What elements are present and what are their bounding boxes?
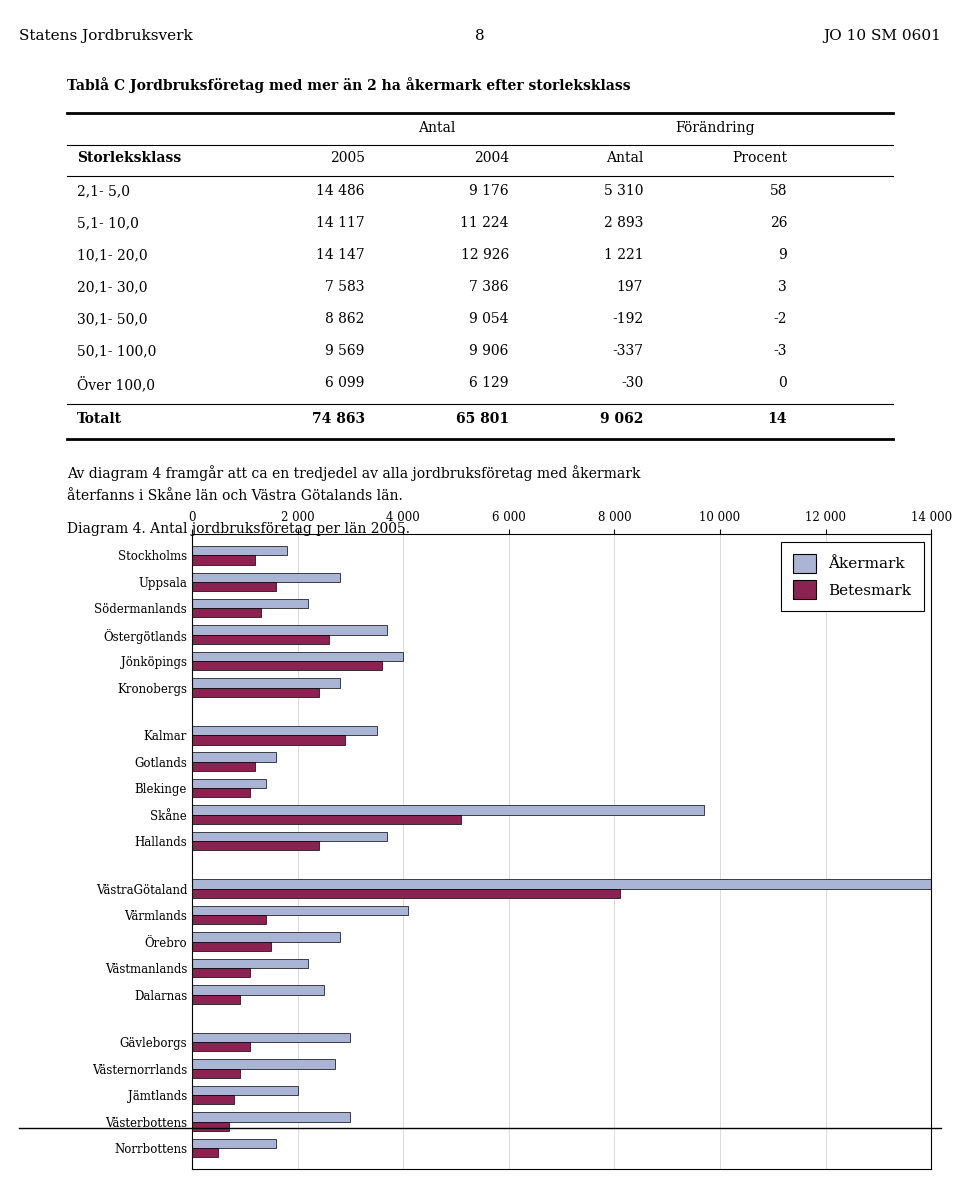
- Bar: [192, 805, 704, 814]
- Text: 2005: 2005: [330, 151, 365, 165]
- Bar: [192, 1086, 298, 1096]
- Text: 74 863: 74 863: [312, 412, 365, 426]
- Bar: [192, 969, 250, 977]
- Bar: [192, 652, 403, 661]
- Text: -2: -2: [774, 312, 787, 326]
- Bar: [192, 932, 340, 941]
- Text: -192: -192: [612, 312, 643, 326]
- Bar: [192, 1042, 250, 1052]
- Text: 9 062: 9 062: [600, 412, 643, 426]
- Bar: [192, 941, 271, 951]
- Text: Antal: Antal: [419, 121, 455, 135]
- Text: Över 100,0: Över 100,0: [77, 376, 155, 392]
- Text: 1 221: 1 221: [604, 248, 643, 262]
- Text: Statens Jordbruksverk: Statens Jordbruksverk: [19, 28, 193, 43]
- Text: 9 176: 9 176: [469, 184, 509, 198]
- Text: 6 099: 6 099: [325, 376, 365, 391]
- Text: 8: 8: [475, 28, 485, 43]
- Bar: [192, 546, 287, 556]
- Bar: [192, 1059, 334, 1068]
- Bar: [192, 635, 329, 645]
- Text: Antal: Antal: [606, 151, 643, 165]
- Text: 197: 197: [616, 280, 643, 294]
- Text: 14 486: 14 486: [316, 184, 365, 198]
- Bar: [192, 1148, 219, 1157]
- Text: 14: 14: [768, 412, 787, 426]
- Bar: [192, 661, 382, 671]
- Bar: [192, 608, 260, 617]
- Bar: [192, 687, 319, 697]
- Text: 30,1- 50,0: 30,1- 50,0: [77, 312, 147, 326]
- Text: 58: 58: [770, 184, 787, 198]
- Text: Diagram 4. Antal jordbruksföretag per län 2005.: Diagram 4. Antal jordbruksföretag per lä…: [67, 522, 410, 537]
- Text: -3: -3: [774, 344, 787, 358]
- Text: Av diagram 4 framgår att ca en tredjedel av alla jordbruksföretag med åkermark: Av diagram 4 framgår att ca en tredjedel…: [67, 465, 640, 481]
- Text: 5 310: 5 310: [604, 184, 643, 198]
- Bar: [192, 582, 276, 591]
- Text: 3: 3: [779, 280, 787, 294]
- Text: 14 117: 14 117: [316, 216, 365, 230]
- Bar: [192, 599, 308, 608]
- Text: -337: -337: [612, 344, 643, 358]
- Text: 26: 26: [770, 216, 787, 230]
- Text: 9 569: 9 569: [325, 344, 365, 358]
- Bar: [192, 1112, 350, 1122]
- Bar: [192, 572, 340, 582]
- Legend: Åkermark, Betesmark: Åkermark, Betesmark: [781, 541, 924, 611]
- Text: 12 926: 12 926: [461, 248, 509, 262]
- Bar: [192, 1068, 240, 1078]
- Bar: [192, 735, 346, 744]
- Bar: [192, 959, 308, 969]
- Bar: [192, 726, 376, 735]
- Bar: [192, 1033, 350, 1042]
- Bar: [192, 1122, 229, 1131]
- Text: 7 583: 7 583: [325, 280, 365, 294]
- Text: 9 906: 9 906: [469, 344, 509, 358]
- Bar: [192, 626, 388, 635]
- Bar: [192, 832, 388, 842]
- Bar: [192, 995, 240, 1004]
- Text: 0: 0: [779, 376, 787, 391]
- Text: JO 10 SM 0601: JO 10 SM 0601: [823, 28, 941, 43]
- Bar: [192, 842, 319, 850]
- Bar: [192, 556, 255, 565]
- Text: 9 054: 9 054: [469, 312, 509, 326]
- Text: Tablå C Jordbruksföretag med mer än 2 ha åkermark efter storleksklass: Tablå C Jordbruksföretag med mer än 2 ha…: [67, 77, 631, 93]
- Text: Förändring: Förändring: [676, 121, 755, 135]
- Text: -30: -30: [621, 376, 643, 391]
- Text: 10,1- 20,0: 10,1- 20,0: [77, 248, 148, 262]
- Text: 50,1- 100,0: 50,1- 100,0: [77, 344, 156, 358]
- Text: 14 147: 14 147: [316, 248, 365, 262]
- Bar: [192, 788, 250, 798]
- Bar: [192, 915, 266, 925]
- Text: 2,1- 5,0: 2,1- 5,0: [77, 184, 130, 198]
- Text: Totalt: Totalt: [77, 412, 122, 426]
- Text: återfanns i Skåne län och Västra Götalands län.: återfanns i Skåne län och Västra Götalan…: [67, 489, 403, 503]
- Text: 7 386: 7 386: [469, 280, 509, 294]
- Bar: [192, 1138, 276, 1148]
- Bar: [192, 889, 620, 899]
- Bar: [192, 753, 276, 762]
- Text: Storleksklass: Storleksklass: [77, 151, 181, 165]
- Bar: [192, 985, 324, 995]
- Text: 8 862: 8 862: [325, 312, 365, 326]
- Text: 6 129: 6 129: [469, 376, 509, 391]
- Text: 9: 9: [779, 248, 787, 262]
- Text: 2004: 2004: [473, 151, 509, 165]
- Bar: [192, 678, 340, 687]
- Bar: [192, 880, 942, 889]
- Bar: [192, 906, 409, 915]
- Text: 2 893: 2 893: [604, 216, 643, 230]
- Text: 11 224: 11 224: [460, 216, 509, 230]
- Text: 65 801: 65 801: [456, 412, 509, 426]
- Bar: [192, 1096, 234, 1104]
- Bar: [192, 762, 255, 772]
- Bar: [192, 779, 266, 788]
- Text: Procent: Procent: [732, 151, 787, 165]
- Text: 5,1- 10,0: 5,1- 10,0: [77, 216, 138, 230]
- Bar: [192, 814, 461, 824]
- Text: 20,1- 30,0: 20,1- 30,0: [77, 280, 147, 294]
